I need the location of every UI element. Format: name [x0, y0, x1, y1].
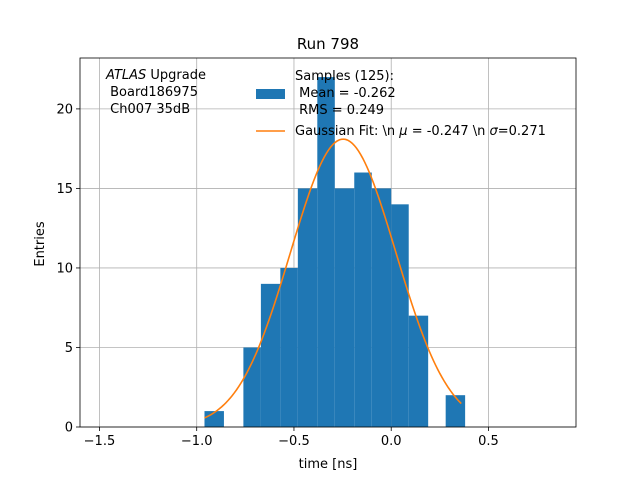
x-tick-label-4: 0.5: [478, 434, 499, 449]
y-tick-label-3: 15: [56, 182, 73, 197]
x-axis-label: time [ns]: [299, 457, 358, 472]
annotation-board: Board186975: [106, 85, 198, 100]
x-tick-label-2: −0.5: [278, 434, 310, 449]
y-tick-label-1: 5: [65, 341, 73, 356]
histogram-bar-4: [280, 267, 298, 427]
gaussian-fit: [204, 138, 462, 419]
x-ticks: −1.5 −1.0 −0.5 0.0 0.5: [84, 427, 499, 449]
chart-title: Run 798: [297, 35, 359, 53]
annotation-atlas: ATLAS: [105, 68, 146, 83]
x-tick-label-0: −1.5: [84, 434, 116, 449]
histogram-bar-9: [371, 188, 392, 427]
legend-fit-sigma: σ: [490, 124, 499, 139]
histogram-bar-7: [334, 188, 355, 427]
x-tick-label-3: 0.0: [381, 434, 402, 449]
y-ticks: 0 5 10 15 20: [56, 102, 80, 436]
histogram-bar-11: [408, 315, 429, 427]
plot-frame: [79, 57, 577, 428]
y-tick-label-2: 10: [56, 261, 73, 276]
x-tick-label-1: −1.0: [181, 434, 213, 449]
histogram-bar-2: [243, 347, 261, 427]
legend-samples-line-2: Mean = -0.262: [295, 86, 396, 101]
histogram-bar-5: [297, 188, 318, 427]
legend-samples-line-1: Samples (125):: [295, 69, 394, 84]
histogram-bars: [204, 77, 466, 427]
legend-fit-mid: = -0.247 \n: [408, 124, 490, 139]
legend-fit-text: Gaussian Fit: \n μ = -0.247 \n σ=0.271: [295, 124, 546, 139]
y-axis-label: Entries: [33, 221, 48, 267]
histogram-bar-13: [445, 395, 466, 427]
atlas-annotation: ATLAS Upgrade Board186975 Ch007 35dB: [105, 68, 206, 117]
legend-fit-prefix: Gaussian Fit: \n: [295, 124, 399, 139]
annotation-upgrade: Upgrade: [146, 68, 206, 83]
histogram-bar-3: [260, 283, 281, 427]
histogram-bar-6: [317, 77, 335, 427]
y-tick-label-0: 0: [65, 421, 73, 436]
legend-fit-suffix: =0.271: [498, 124, 546, 139]
legend: Samples (125): Mean = -0.262 RMS = 0.249…: [256, 69, 546, 139]
y-tick-label-4: 20: [56, 102, 73, 117]
gaussian-fit-curve: [204, 138, 462, 419]
histogram-bar-10: [391, 204, 409, 427]
histogram-bar-8: [354, 172, 372, 427]
legend-fit-mu: μ: [398, 124, 407, 139]
annotation-channel: Ch007 35dB: [106, 102, 190, 117]
legend-samples-swatch: [256, 89, 285, 99]
legend-samples-line-3: RMS = 0.249: [295, 103, 384, 118]
annotation-line-1: ATLAS Upgrade: [105, 68, 206, 83]
